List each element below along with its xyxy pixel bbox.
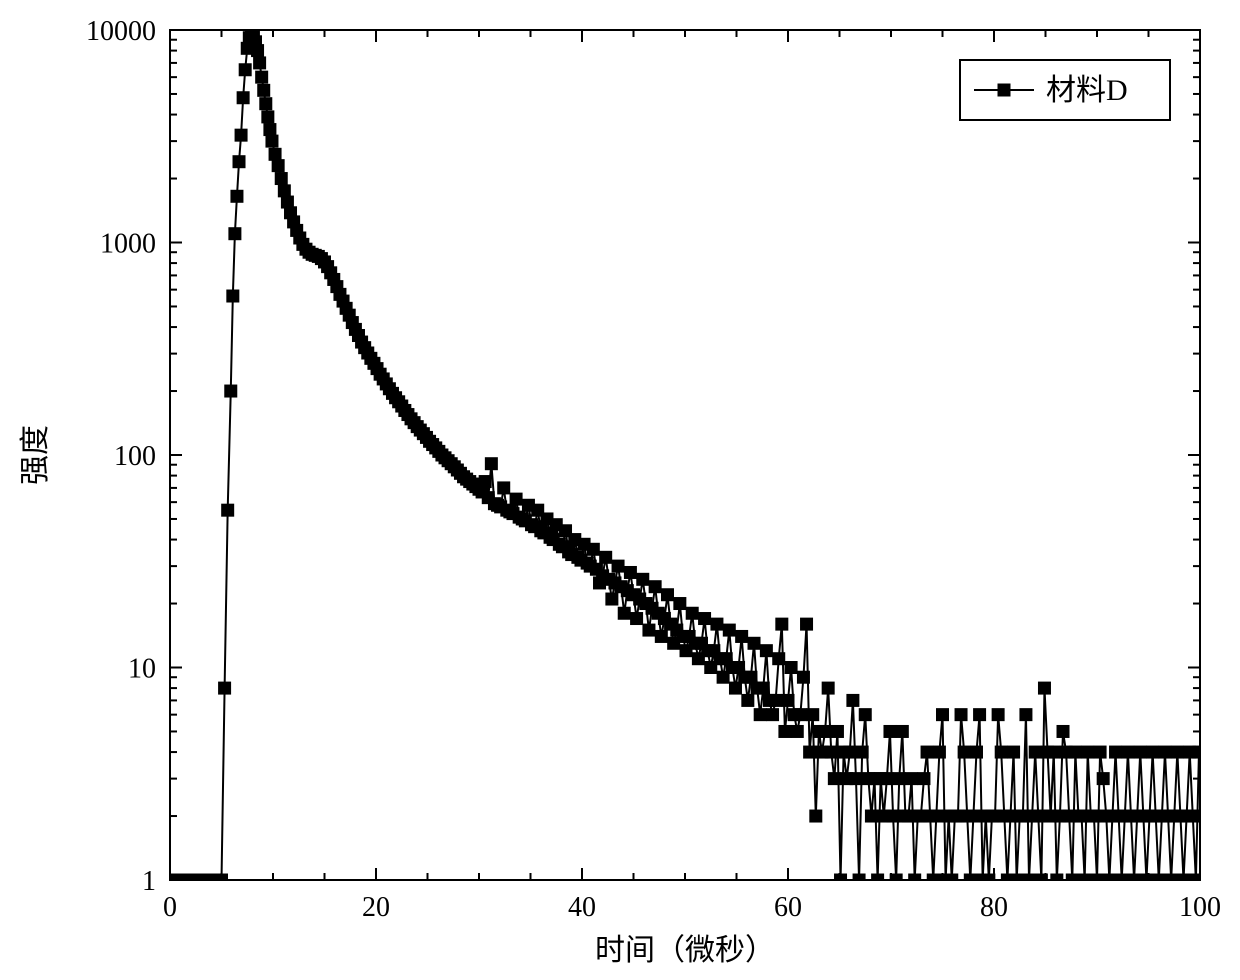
chart-container: 0 20 40 60 80 100 1 10 100 1000 10000 时间（微秒） 强度 材料D (0, 0, 1240, 980)
y-tick-label: 10000 (86, 16, 156, 47)
y-tick-label: 10 (128, 654, 156, 685)
legend-label: 材料D (1046, 74, 1128, 107)
y-axis-label: 强度 (19, 425, 52, 485)
x-tick-label: 20 (362, 892, 390, 923)
y-tick-label: 1000 (100, 229, 156, 260)
legend: 材料D (960, 60, 1170, 120)
x-tick-label: 100 (1179, 892, 1221, 923)
decay-chart: 0 20 40 60 80 100 1 10 100 1000 10000 时间（微秒） 强度 材料D (0, 0, 1240, 980)
x-tick-label: 80 (980, 892, 1008, 923)
x-tick-label: 40 (568, 892, 596, 923)
y-tick-label: 1 (142, 866, 156, 897)
y-tick-label: 100 (114, 441, 156, 472)
x-tick-label: 0 (163, 892, 177, 923)
x-tick-label: 60 (774, 892, 802, 923)
series-material-d (169, 27, 1206, 886)
x-axis-label: 时间（微秒） (595, 934, 775, 967)
